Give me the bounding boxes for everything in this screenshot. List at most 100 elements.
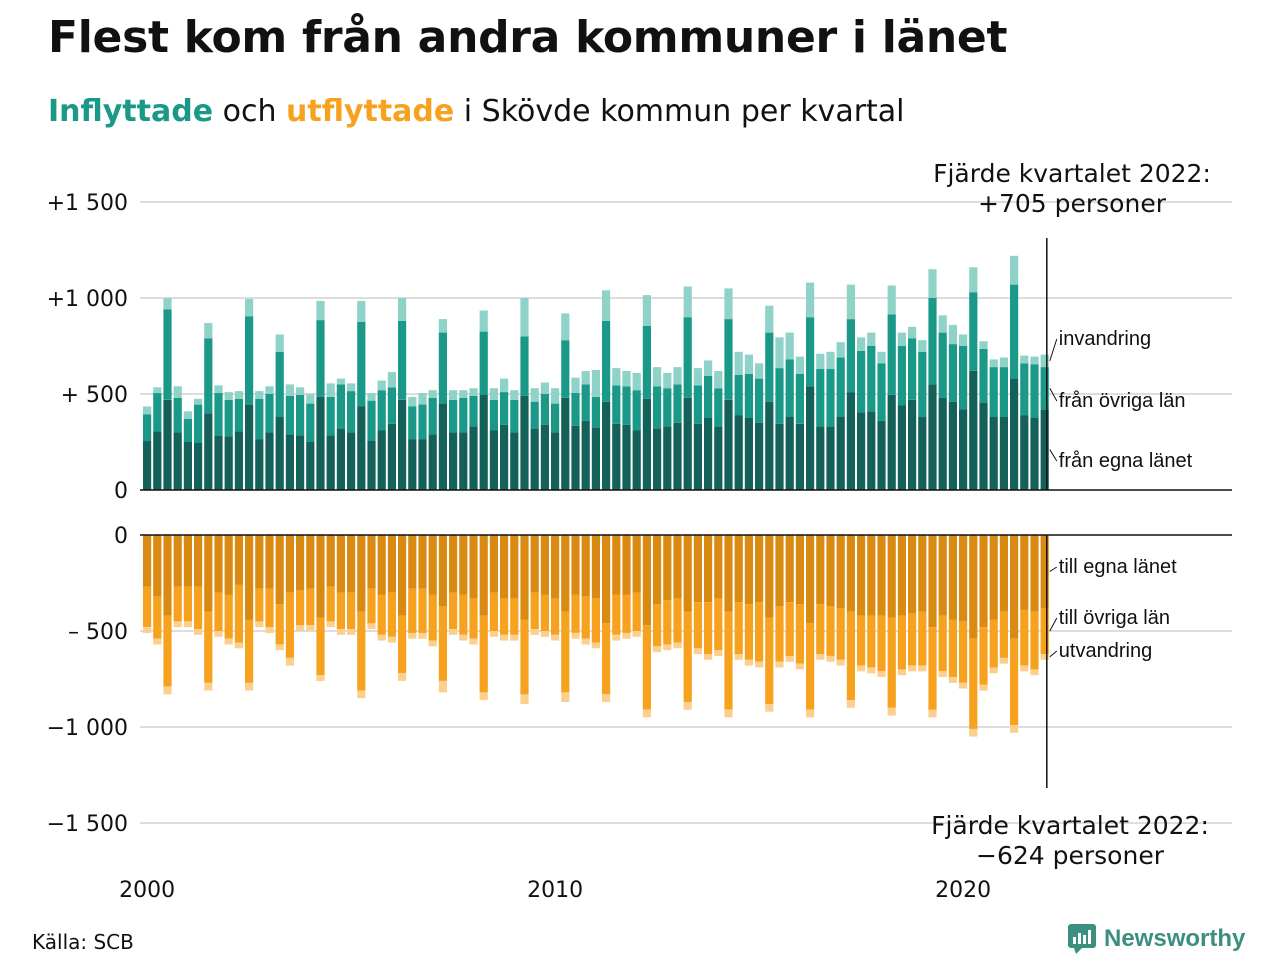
bar-out-till-övriga-län — [316, 617, 325, 676]
bar-out-till-egna-länet — [806, 535, 815, 624]
bar-out-till-övriga-län — [357, 611, 366, 691]
bar-out-utvandring — [591, 642, 600, 649]
bar-in-från-egna-länet — [316, 396, 325, 490]
bar-in-från-egna-länet — [877, 420, 886, 490]
label-leader-line — [1049, 387, 1058, 402]
bottom-annotation-line2: −624 personer — [976, 841, 1165, 870]
bar-out-till-egna-länet — [449, 535, 458, 593]
bar-out-till-övriga-län — [551, 598, 560, 635]
lower-y-tick-label: −1 500 — [47, 812, 128, 837]
bar-in-från-övriga-län — [204, 338, 213, 414]
bar-out-till-övriga-län — [826, 606, 835, 656]
bar-in-invandring — [632, 372, 641, 391]
bar-in-från-egna-länet — [938, 397, 947, 490]
bar-out-till-övriga-län — [928, 627, 937, 710]
bar-in-från-egna-länet — [928, 384, 937, 490]
bar-out-utvandring — [602, 694, 611, 703]
bar-in-från-övriga-län — [826, 369, 835, 427]
bar-out-till-egna-länet — [285, 535, 294, 593]
bar-in-från-övriga-län — [306, 403, 315, 442]
bar-in-invandring — [908, 326, 917, 339]
bar-in-från-egna-länet — [683, 397, 692, 490]
bar-out-utvandring — [489, 631, 498, 637]
bar-in-från-övriga-län — [561, 340, 570, 398]
bar-out-till-övriga-län — [693, 602, 702, 649]
bar-in-invandring — [245, 299, 254, 317]
bar-in-från-övriga-län — [571, 393, 580, 426]
bar-out-utvandring — [989, 667, 998, 674]
top-annotation-line1: Fjärde kvartalet 2022: — [933, 159, 1211, 188]
bar-out-till-övriga-län — [510, 598, 519, 635]
bar-out-till-egna-länet — [1010, 535, 1019, 639]
bar-in-invandring — [326, 383, 335, 397]
bar-in-invandring — [969, 267, 978, 293]
lower-y-tick-label: 0 — [114, 524, 128, 549]
bar-in-från-egna-länet — [724, 399, 733, 490]
bar-out-till-övriga-län — [520, 619, 529, 695]
bar-out-till-övriga-län — [1030, 611, 1039, 670]
bar-in-från-övriga-län — [857, 350, 866, 413]
bar-in-från-egna-länet — [551, 432, 560, 490]
bar-in-från-övriga-län — [897, 346, 906, 406]
bar-out-till-egna-länet — [551, 535, 560, 599]
bar-out-utvandring — [143, 627, 152, 633]
bar-out-till-egna-länet — [999, 535, 1008, 612]
bar-in-invandring — [551, 388, 560, 404]
bar-out-till-övriga-län — [724, 611, 733, 710]
bar-in-invandring — [530, 388, 539, 402]
bar-out-till-egna-länet — [877, 535, 886, 616]
bar-out-till-egna-länet — [775, 535, 784, 606]
bar-out-utvandring — [214, 631, 223, 637]
bar-in-från-egna-länet — [153, 431, 162, 490]
bar-in-från-egna-länet — [857, 412, 866, 490]
bar-out-till-egna-länet — [428, 535, 437, 595]
bar-in-från-egna-länet — [285, 434, 294, 490]
bar-in-från-egna-länet — [806, 386, 815, 490]
bar-out-utvandring — [418, 632, 427, 639]
bar-in-från-övriga-län — [948, 344, 957, 402]
bar-out-till-övriga-län — [734, 602, 743, 654]
bar-in-från-övriga-län — [479, 331, 488, 395]
bar-out-utvandring — [734, 654, 743, 660]
brand-logo[interactable]: Newsworthy — [1068, 924, 1245, 954]
bar-in-från-övriga-län — [459, 397, 468, 433]
bar-out-till-övriga-län — [806, 623, 815, 710]
bar-in-från-övriga-län — [693, 385, 702, 424]
bar-out-till-övriga-län — [1040, 608, 1049, 655]
bar-out-till-övriga-län — [1010, 638, 1019, 726]
upper-y-tick-label: 0 — [114, 479, 128, 504]
bar-out-till-egna-länet — [204, 535, 213, 612]
bar-in-invandring — [989, 359, 998, 368]
bar-out-till-egna-länet — [642, 535, 651, 626]
bar-out-till-egna-länet — [530, 535, 539, 593]
bar-out-utvandring — [765, 704, 774, 712]
bar-out-till-övriga-län — [581, 596, 590, 639]
bar-in-invandring — [918, 340, 927, 352]
bar-out-utvandring — [459, 634, 468, 641]
bar-out-till-övriga-län — [418, 588, 427, 633]
bar-out-utvandring — [632, 631, 641, 637]
brand-name: Newsworthy — [1104, 925, 1246, 952]
bar-out-utvandring — [673, 642, 682, 649]
bar-out-utvandring — [234, 642, 243, 649]
bar-out-utvandring — [622, 632, 631, 639]
bar-out-till-egna-länet — [632, 535, 641, 593]
bar-in-från-egna-länet — [561, 397, 570, 490]
bar-in-invandring — [571, 377, 580, 394]
bar-out-till-egna-länet — [622, 535, 631, 595]
bar-in-från-egna-länet — [367, 441, 376, 490]
bar-out-till-egna-länet — [398, 535, 407, 616]
bar-in-från-övriga-län — [918, 351, 927, 418]
bar-out-utvandring — [398, 673, 407, 681]
bar-out-till-övriga-län — [540, 594, 549, 631]
bar-out-utvandring — [836, 659, 845, 666]
bar-out-utvandring — [816, 654, 825, 660]
bar-in-från-egna-länet — [765, 401, 774, 490]
bar-in-invandring — [153, 387, 162, 394]
bar-in-från-övriga-län — [245, 316, 254, 405]
y-tick-labels: 0 + 500 +1 000 +1 500 0 – 500 −1 000 −1 500 — [47, 191, 128, 837]
bar-out-till-övriga-län — [622, 594, 631, 633]
bar-out-till-övriga-län — [377, 594, 386, 635]
bar-out-till-egna-länet — [214, 535, 223, 593]
bar-out-utvandring — [1040, 654, 1049, 660]
